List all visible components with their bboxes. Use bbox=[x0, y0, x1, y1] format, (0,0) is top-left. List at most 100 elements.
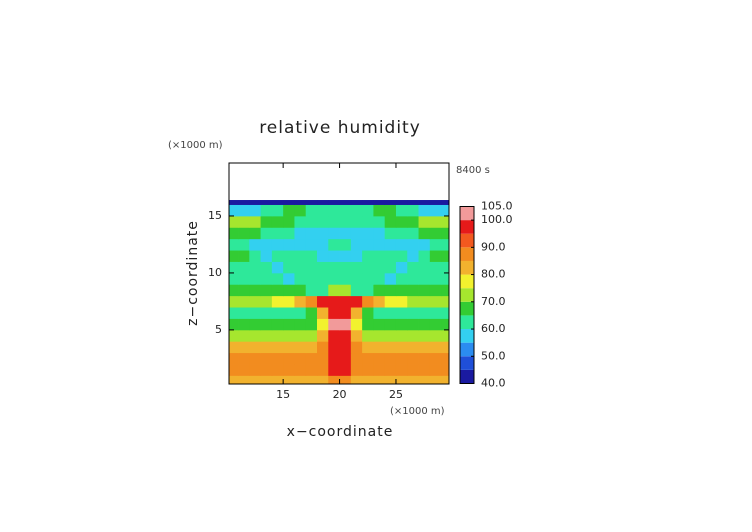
cell bbox=[238, 364, 250, 376]
cell bbox=[305, 250, 318, 262]
cell bbox=[317, 200, 329, 205]
cell bbox=[418, 375, 431, 384]
cell bbox=[339, 227, 352, 240]
cell bbox=[249, 284, 261, 297]
cell bbox=[229, 200, 239, 205]
cell bbox=[395, 341, 408, 354]
cell bbox=[373, 204, 386, 217]
cell bbox=[407, 261, 419, 274]
cell bbox=[271, 204, 284, 217]
colorbar-band bbox=[460, 274, 474, 289]
cell bbox=[317, 295, 329, 308]
cell bbox=[317, 272, 329, 285]
cell bbox=[407, 352, 419, 365]
cell bbox=[429, 272, 442, 285]
field bbox=[229, 200, 449, 384]
cell bbox=[350, 341, 363, 354]
cell bbox=[339, 352, 352, 365]
cell bbox=[418, 250, 431, 262]
cell bbox=[350, 250, 363, 262]
cell bbox=[407, 238, 419, 251]
cell bbox=[238, 341, 250, 354]
cell bbox=[350, 272, 363, 285]
cell bbox=[429, 341, 442, 354]
cell bbox=[305, 227, 318, 240]
cell bbox=[418, 204, 431, 217]
cell bbox=[260, 204, 273, 217]
cell bbox=[229, 215, 239, 228]
cell bbox=[305, 364, 318, 376]
cell bbox=[260, 215, 273, 228]
cell bbox=[271, 375, 284, 384]
cell bbox=[429, 318, 442, 331]
cell bbox=[283, 215, 295, 228]
colorbar-band bbox=[460, 220, 474, 234]
cell bbox=[384, 375, 397, 384]
cell bbox=[317, 352, 329, 365]
cell bbox=[271, 318, 284, 331]
cell bbox=[362, 307, 374, 319]
cell bbox=[407, 341, 419, 354]
cell bbox=[350, 215, 363, 228]
plot-frame bbox=[228, 162, 450, 385]
cell bbox=[429, 329, 442, 342]
cell bbox=[249, 341, 261, 354]
cell bbox=[249, 227, 261, 240]
cell bbox=[395, 318, 408, 331]
cell bbox=[229, 318, 239, 331]
cell bbox=[373, 341, 386, 354]
cell bbox=[429, 238, 442, 251]
y-axis-label: z−coordinate bbox=[185, 220, 201, 326]
cell bbox=[395, 307, 408, 319]
cell bbox=[384, 261, 397, 274]
cell bbox=[249, 295, 261, 308]
cell bbox=[305, 341, 318, 354]
cell bbox=[294, 284, 307, 297]
cell bbox=[305, 272, 318, 285]
cell bbox=[441, 238, 449, 251]
cell bbox=[328, 200, 340, 205]
cell bbox=[283, 227, 295, 240]
cell bbox=[373, 318, 386, 331]
cell bbox=[441, 318, 449, 331]
cell bbox=[429, 284, 442, 297]
time-label: 8400 s bbox=[456, 165, 490, 176]
x-axis-label: x−coordinate bbox=[287, 424, 394, 440]
cell bbox=[441, 329, 449, 342]
cell bbox=[418, 200, 431, 205]
cell bbox=[229, 375, 239, 384]
cell bbox=[305, 204, 318, 217]
cell bbox=[229, 307, 239, 319]
colorbar-band bbox=[460, 233, 474, 248]
cell bbox=[317, 238, 329, 251]
cell bbox=[350, 284, 363, 297]
cell bbox=[238, 329, 250, 342]
cell bbox=[328, 375, 340, 384]
cell bbox=[294, 200, 307, 205]
cell bbox=[373, 364, 386, 376]
cell bbox=[238, 295, 250, 308]
cell bbox=[249, 364, 261, 376]
cell bbox=[350, 318, 363, 331]
colorbar-band bbox=[460, 247, 474, 261]
cell bbox=[271, 227, 284, 240]
cell bbox=[271, 295, 284, 308]
y-tick-label: 10 bbox=[208, 266, 222, 279]
cell bbox=[362, 295, 374, 308]
cell bbox=[373, 284, 386, 297]
cell bbox=[271, 250, 284, 262]
colorbar-tick-label: 70.0 bbox=[481, 295, 506, 308]
cell bbox=[249, 261, 261, 274]
cell bbox=[362, 364, 374, 376]
cell bbox=[317, 227, 329, 240]
cell bbox=[317, 375, 329, 384]
cell bbox=[229, 204, 239, 217]
cell bbox=[441, 200, 449, 205]
cell bbox=[283, 375, 295, 384]
cell bbox=[229, 364, 239, 376]
cell bbox=[305, 261, 318, 274]
cell bbox=[317, 318, 329, 331]
y-unit: (×1000 m) bbox=[168, 140, 223, 151]
cell bbox=[441, 284, 449, 297]
cell bbox=[350, 307, 363, 319]
